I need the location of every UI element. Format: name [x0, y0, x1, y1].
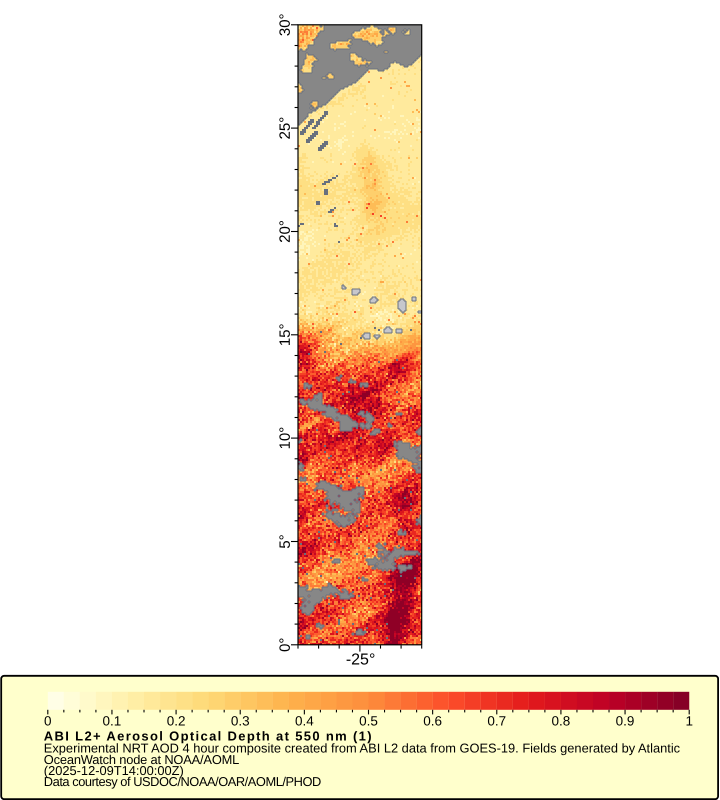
svg-text:0.6: 0.6	[423, 713, 442, 728]
svg-text:(2025-12-09T14:00:00Z): (2025-12-09T14:00:00Z)	[44, 763, 184, 778]
svg-text:-25°: -25°	[346, 652, 376, 669]
svg-text:0.7: 0.7	[487, 713, 506, 728]
svg-text:0: 0	[44, 713, 52, 728]
svg-text:ABI L2+ Aerosol Optical Depth: ABI L2+ Aerosol Optical Depth at 550 nm …	[44, 728, 373, 743]
svg-text:1: 1	[685, 713, 693, 728]
svg-text:0.1: 0.1	[103, 713, 122, 728]
svg-text:OceanWatch node at NOAA/AOML: OceanWatch node at NOAA/AOML	[44, 752, 239, 767]
svg-text:0.2: 0.2	[167, 713, 186, 728]
svg-text:0.9: 0.9	[616, 713, 635, 728]
svg-text:0.8: 0.8	[552, 713, 571, 728]
svg-text:0.3: 0.3	[231, 713, 250, 728]
svg-text:0.4: 0.4	[295, 713, 314, 728]
svg-text:0.5: 0.5	[359, 713, 378, 728]
svg-text:Experimental NRT AOD 4 hour co: Experimental NRT AOD 4 hour composite cr…	[44, 740, 681, 755]
svg-text:Data courtesy of USDOC/NOAA/OA: Data courtesy of USDOC/NOAA/OAR/AOML/PHO…	[44, 774, 321, 789]
